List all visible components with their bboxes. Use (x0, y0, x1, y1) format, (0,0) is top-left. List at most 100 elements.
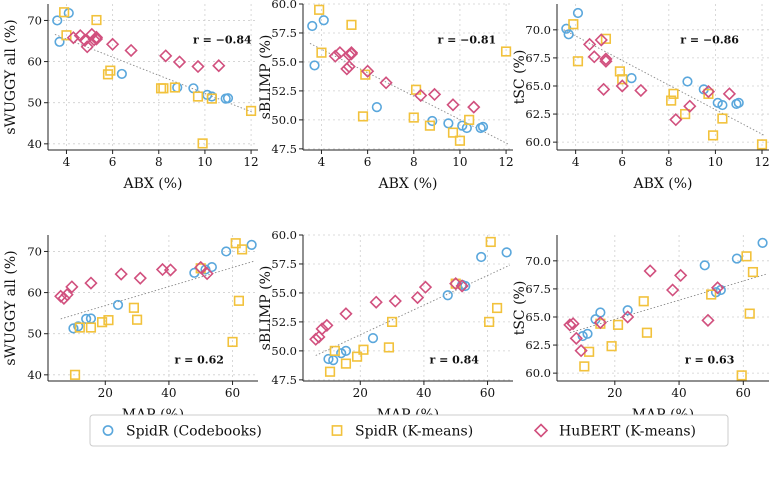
point-kmeans (408, 112, 419, 123)
point-codebooks (476, 251, 487, 263)
point-kmeans (324, 366, 336, 377)
point-hubert (312, 330, 326, 344)
y-tick-label: 70.0 (525, 23, 551, 37)
grid-p4 (48, 235, 258, 381)
regression-line (60, 260, 255, 320)
point-kmeans (612, 319, 624, 330)
y-axis-title: tSC (%) (512, 281, 528, 336)
point-kmeans (74, 322, 85, 333)
point-codebooks (457, 120, 468, 131)
point-kmeans (96, 317, 108, 328)
point-hubert (133, 271, 147, 285)
point-hubert (683, 99, 697, 113)
point-hubert (65, 280, 79, 294)
point-kmeans (747, 266, 759, 278)
point-codebooks (246, 239, 257, 250)
point-kmeans (155, 83, 167, 94)
y-tick-label: 67.5 (525, 282, 551, 296)
x-axis-title: ABX (%) (122, 176, 182, 192)
point-hubert (666, 283, 680, 297)
y-tick-label: 60.0 (525, 366, 551, 380)
point-codebooks (582, 328, 593, 339)
point-kmeans (192, 91, 204, 102)
y-tick-label: 62.5 (525, 338, 551, 352)
point-hubert (599, 52, 613, 66)
series-hubert (54, 260, 214, 305)
correlation-label: r = −0.81 (437, 33, 496, 46)
x-tick-label: 40 (416, 386, 431, 400)
point-codebooks (443, 118, 454, 129)
point-codebooks (68, 323, 79, 334)
point-hubert (328, 49, 342, 63)
series-codebooks (68, 239, 257, 334)
y-tick-label: 40 (27, 137, 42, 151)
x-tick-label: 60 (736, 386, 751, 400)
point-hubert (124, 43, 138, 58)
series-kmeans (59, 7, 257, 149)
point-codebooks (733, 97, 744, 108)
point-kmeans (741, 251, 752, 262)
point-codebooks (731, 253, 742, 264)
series-hubert (309, 277, 469, 346)
point-hubert (594, 33, 608, 47)
point-hubert (596, 82, 611, 96)
point-kmeans (245, 105, 257, 117)
x-tick-label: 10 (452, 155, 467, 169)
point-hubert (320, 318, 334, 333)
x-tick-label: 20 (98, 386, 113, 400)
x-tick-label: 20 (607, 386, 622, 400)
point-hubert (89, 32, 104, 46)
y-axis-title: sBLIMP (%) (258, 35, 274, 120)
point-codebooks (367, 333, 379, 344)
point-hubert (427, 87, 442, 102)
point-kmeans (579, 361, 590, 372)
legend-label-kmeans: SpidR (K-means) (355, 424, 473, 440)
panel-p4: 20406040506070MAP (%)sWUGGY all (%)r = 0… (3, 235, 258, 423)
x-tick-label: 12 (498, 155, 513, 169)
panel-p2: 4 6 8 10 12 47.5 50.0 52.5 55.0 57.5 60.0 ABX (%) sB… (258, 0, 514, 192)
y-tick-label: 55.0 (271, 55, 297, 69)
x-axis-title: ABX (%) (377, 176, 437, 192)
point-codebooks (757, 237, 768, 248)
point-kmeans (668, 88, 679, 99)
series-hubert (66, 27, 226, 74)
point-kmeans (568, 19, 579, 30)
x-tick-label: 6 (618, 155, 626, 169)
point-kmeans (447, 127, 459, 138)
point-hubert (582, 37, 597, 52)
x-tick-label: 4 (63, 155, 71, 169)
correlation-label: r = 0.84 (429, 353, 479, 366)
point-codebooks (221, 246, 232, 257)
point-kmeans (638, 296, 649, 307)
point-hubert (309, 332, 323, 346)
point-kmeans (69, 369, 81, 380)
point-codebooks (572, 7, 584, 19)
y-tick-label: 52.5 (271, 84, 297, 98)
point-kmeans (314, 4, 325, 15)
point-kmeans (206, 93, 217, 104)
grid-p1 (48, 4, 258, 150)
point-hubert (89, 30, 104, 44)
y-tick-label: 65.0 (525, 79, 551, 93)
y-tick-label: 57.5 (271, 257, 297, 271)
point-codebooks (73, 321, 84, 332)
x-tick-label: 40 (671, 386, 686, 400)
x-tick-label: 4 (318, 155, 326, 169)
point-hubert (212, 59, 226, 73)
x-tick-label: 6 (364, 155, 372, 169)
correlation-label: r = −0.86 (680, 33, 739, 46)
point-codebooks (682, 76, 693, 87)
grid-p5 (303, 234, 513, 381)
x-tick-label: 12 (243, 155, 258, 169)
point-kmeans (316, 47, 327, 58)
y-tick-label: 70 (27, 244, 42, 258)
legend-label-codebooks: SpidR (Codebooks) (126, 424, 262, 440)
point-hubert (446, 98, 460, 112)
point-hubert (163, 263, 178, 277)
point-hubert (57, 291, 71, 305)
point-hubert (722, 87, 737, 101)
point-hubert (593, 315, 607, 330)
point-hubert (360, 64, 375, 78)
y-tick-label: 50 (27, 96, 42, 110)
